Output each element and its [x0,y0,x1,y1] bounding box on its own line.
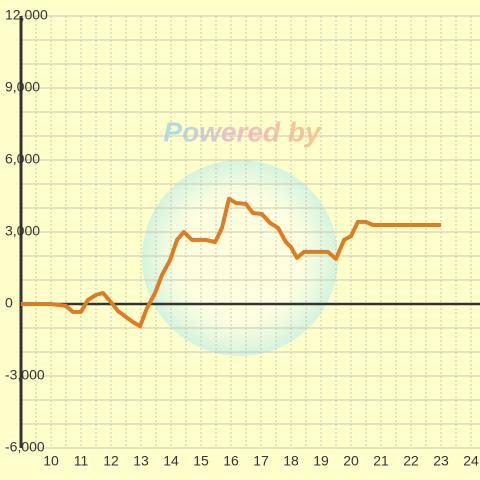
watermark: Powered by [163,116,322,147]
x-tick-label: 15 [193,453,209,469]
x-tick-label: 23 [433,453,449,469]
x-tick-label: 20 [343,453,359,469]
x-tick-label: 10 [43,453,59,469]
y-tick-label: -6,000 [5,439,45,455]
x-tick-label: 24 [463,453,479,469]
y-tick-label: 9,000 [5,79,40,95]
x-tick-label: 11 [74,453,89,469]
y-tick-label: 12,000 [5,7,48,23]
x-tick-label: 22 [403,453,419,469]
x-tick-label: 19 [313,453,329,469]
x-tick-label: 18 [283,453,299,469]
y-tick-label: 6,000 [5,151,40,167]
watermark-circle [142,160,338,356]
x-tick-label: 16 [223,453,239,469]
y-tick-label: 3,000 [5,223,40,239]
x-tick-label: 13 [133,453,149,469]
x-tick-label: 21 [373,453,389,469]
y-tick-label: -3,000 [5,367,45,383]
x-tick-label: 14 [163,453,179,469]
x-tick-label: 12 [103,453,119,469]
x-tick-label: 17 [253,453,269,469]
y-tick-label: 0 [5,295,13,311]
line-series [21,196,441,329]
